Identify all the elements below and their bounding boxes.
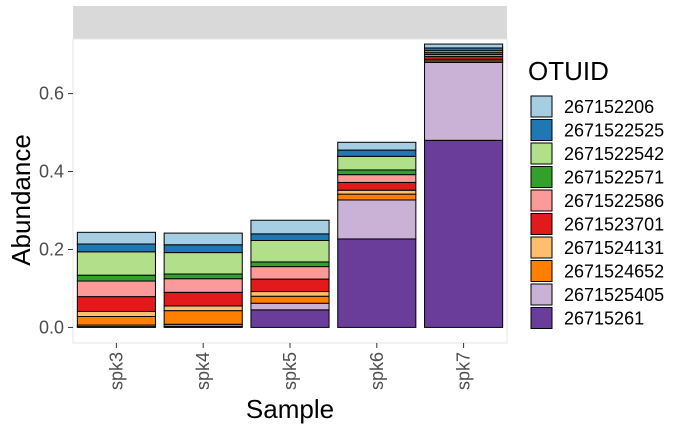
bar-segment xyxy=(163,278,243,293)
legend-key xyxy=(530,142,553,165)
bar-segment xyxy=(424,43,504,49)
bar-segment xyxy=(250,302,330,311)
legend: OTUID 267152206 2671522525 2671522542 26715… xyxy=(528,56,664,329)
bar-segment xyxy=(337,141,417,151)
bar-segment xyxy=(76,243,156,253)
bar-segment xyxy=(250,278,330,293)
bar-segment xyxy=(250,266,330,280)
bar-segment xyxy=(76,280,156,298)
x-tick-label: spk7 xyxy=(454,352,474,390)
bar-segment xyxy=(424,61,504,141)
bar-segment xyxy=(163,310,243,325)
bar-segment xyxy=(163,305,243,312)
x-axis: spk3 spk4 spk5 spk6 spk7 xyxy=(106,343,474,390)
bar-segment xyxy=(337,238,417,328)
bar-segment xyxy=(337,189,417,195)
legend-key xyxy=(530,236,553,259)
x-axis-title: Sample xyxy=(246,394,334,424)
bar-segment xyxy=(250,239,330,263)
bar-segment xyxy=(76,310,156,317)
bar-segment xyxy=(250,291,330,297)
bar-segment xyxy=(76,315,156,326)
legend-key xyxy=(530,283,553,306)
bar-segment xyxy=(250,309,330,328)
legend-label: 267152206 xyxy=(564,97,654,117)
legend-label: 26715261 xyxy=(564,309,644,329)
legend-label: 2671522586 xyxy=(564,191,664,211)
bar-segment xyxy=(76,251,156,276)
legend-label: 2671523701 xyxy=(564,215,664,235)
legend-key xyxy=(530,189,553,212)
y-tick-label: 0.0 xyxy=(39,317,64,337)
legend-label: 2671524131 xyxy=(564,238,664,258)
legend-key xyxy=(530,166,553,188)
bar-segment xyxy=(76,296,156,312)
bar-segment xyxy=(250,233,330,241)
bar-segment xyxy=(337,155,417,171)
legend-label: 2671525405 xyxy=(564,285,664,305)
bar-segment xyxy=(250,261,330,268)
legend-title: OTUID xyxy=(528,56,609,86)
bar-segment xyxy=(76,274,156,282)
legend-key xyxy=(530,119,553,141)
bar-segment xyxy=(163,244,243,254)
legend-label: 2671522525 xyxy=(564,121,664,141)
bar-segment xyxy=(337,174,417,183)
bar-segment xyxy=(250,219,330,235)
y-axis: 0.0 0.2 0.4 0.6 xyxy=(39,84,73,337)
facet-strip xyxy=(73,6,507,39)
x-tick-label: spk4 xyxy=(193,352,213,390)
bar-segment xyxy=(337,181,417,191)
x-tick-label: spk5 xyxy=(280,352,300,390)
bar-segment xyxy=(424,139,504,328)
bar-segment xyxy=(250,295,330,304)
x-tick-label: spk3 xyxy=(106,352,126,390)
legend-key xyxy=(530,307,553,329)
bar-segment xyxy=(337,199,417,240)
y-tick-label: 0.6 xyxy=(39,84,64,104)
y-tick-label: 0.4 xyxy=(39,162,64,182)
legend-key xyxy=(530,260,553,282)
bar-segment xyxy=(163,232,243,246)
legend-label: 2671522542 xyxy=(564,144,664,164)
bar-segment xyxy=(337,149,417,157)
legend-label: 2671522571 xyxy=(564,168,664,188)
bar-segment xyxy=(163,273,243,280)
bar-segment xyxy=(337,169,417,176)
legend-key xyxy=(530,213,553,235)
bar-segment xyxy=(337,193,417,201)
y-tick-label: 0.2 xyxy=(39,239,64,259)
y-axis-title: Abundance xyxy=(6,134,36,266)
legend-key xyxy=(530,95,553,118)
x-tick-label: spk6 xyxy=(367,352,387,390)
bars xyxy=(76,43,504,328)
legend-label: 2671524652 xyxy=(564,262,664,282)
bar-segment xyxy=(163,252,243,275)
bar-segment xyxy=(163,291,243,307)
bar-segment xyxy=(76,231,156,245)
